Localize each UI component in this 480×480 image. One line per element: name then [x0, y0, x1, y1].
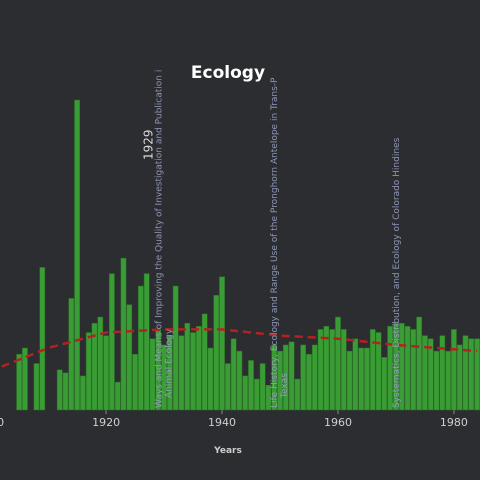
- bar: [114, 381, 121, 411]
- bar: [253, 378, 260, 411]
- bar: [387, 326, 394, 411]
- bar: [381, 357, 388, 411]
- bar: [288, 341, 295, 411]
- bar: [126, 304, 133, 411]
- trend-line: [1, 328, 478, 368]
- bar: [265, 384, 272, 411]
- bar: [132, 353, 138, 411]
- x-tick-label: 1920: [92, 416, 120, 429]
- bar: [172, 285, 179, 411]
- bar: [74, 99, 80, 411]
- bar: [352, 338, 359, 411]
- bar: [161, 344, 167, 411]
- bar: [91, 322, 98, 411]
- bar: [364, 347, 370, 411]
- bar: [259, 363, 266, 411]
- bar: [230, 338, 237, 411]
- bar: [277, 350, 283, 411]
- bar: [427, 338, 434, 411]
- bar: [468, 338, 475, 411]
- bar: [398, 322, 405, 411]
- annotation-text: Systematics, Distribution, and Ecology o…: [392, 137, 402, 408]
- bar: [294, 378, 301, 411]
- bar: [178, 335, 185, 411]
- annotation-text: Texas: [280, 373, 290, 399]
- x-tick-label: 1900: [0, 416, 4, 429]
- bar: [306, 353, 312, 411]
- bar: [456, 344, 463, 411]
- bar: [445, 350, 451, 411]
- x-tick-label: 1980: [440, 416, 468, 429]
- chart-title: Ecology: [191, 63, 265, 83]
- x-tick-label: 1960: [324, 416, 352, 429]
- bar: [433, 350, 440, 411]
- bar: [358, 347, 365, 411]
- bar: [416, 316, 422, 411]
- annotation-text: Ways and Means of Improving the Quality …: [154, 70, 164, 408]
- bar: [56, 369, 63, 411]
- bar: [439, 335, 446, 411]
- bar: [195, 326, 202, 411]
- bar: [422, 335, 428, 411]
- bar: [103, 335, 109, 411]
- bar: [109, 273, 115, 411]
- bar: [317, 329, 324, 411]
- bar: [33, 363, 40, 411]
- bar: [236, 350, 243, 411]
- bar: [393, 322, 399, 411]
- bar: [143, 273, 150, 411]
- bar: [462, 335, 469, 411]
- bar: [207, 347, 214, 411]
- bar: [474, 338, 480, 411]
- bar: [16, 353, 22, 411]
- bar: [335, 316, 341, 411]
- bar: [97, 316, 104, 411]
- bar: [80, 375, 86, 411]
- bar: [451, 329, 457, 411]
- bar: [62, 372, 69, 411]
- bar: [85, 332, 92, 411]
- bar: [224, 363, 231, 411]
- bar: [68, 298, 75, 411]
- bar: [323, 326, 330, 411]
- bar: [39, 267, 46, 411]
- bar: [375, 332, 382, 411]
- bar: [242, 375, 249, 411]
- x-tick-label: 1940: [208, 416, 236, 429]
- bar: [300, 344, 307, 411]
- annotation-year: 1929: [141, 129, 155, 160]
- annotation-text: Life History, Ecology and Range Use of t…: [270, 77, 280, 408]
- bar: [369, 329, 376, 411]
- bar: [346, 350, 353, 411]
- bar: [340, 329, 347, 411]
- bar: [311, 344, 318, 411]
- bar: [201, 313, 208, 411]
- bar: [149, 338, 156, 411]
- bar: [120, 257, 127, 411]
- bar: [404, 326, 411, 411]
- bar: [248, 360, 254, 411]
- bar: [184, 322, 191, 411]
- bar: [166, 335, 173, 411]
- bar: [22, 347, 28, 411]
- bar: [410, 329, 417, 411]
- bar: [219, 276, 225, 411]
- annotation-text: Animal Ecology: [164, 328, 174, 398]
- bar: [138, 285, 144, 411]
- bar: [213, 295, 220, 411]
- bar: [190, 332, 196, 411]
- bar: [329, 329, 336, 411]
- x-axis-label: Years: [213, 446, 242, 456]
- bar: [271, 344, 278, 411]
- bar: [282, 344, 289, 411]
